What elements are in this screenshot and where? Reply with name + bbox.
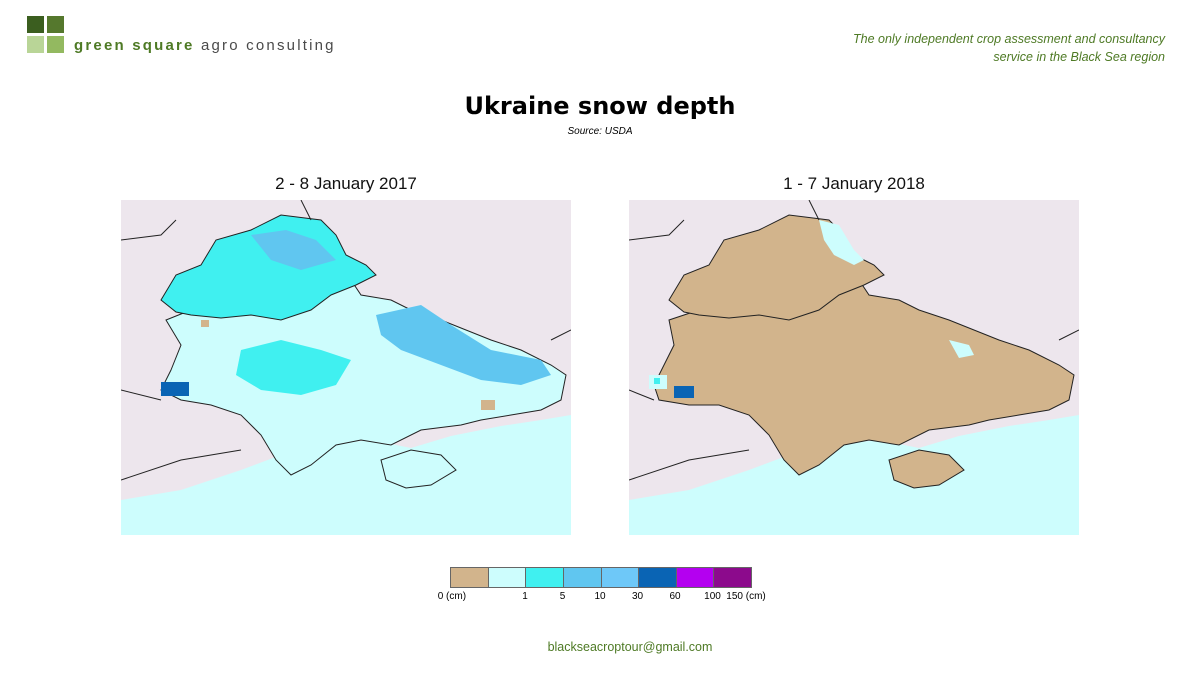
- snow-map-2018-svg: [629, 200, 1079, 535]
- border-lines: [121, 200, 571, 481]
- brand-rest: agro consulting: [194, 37, 336, 54]
- legend-label: 0 (cm): [437, 591, 467, 602]
- sea: [121, 415, 571, 535]
- snow-map-2018: [629, 200, 1079, 535]
- snow-patch-deep: [161, 382, 189, 396]
- snow-patch-1-5: [949, 340, 974, 358]
- legend-label: 10: [594, 591, 606, 602]
- legend-swatch: [639, 568, 677, 587]
- tagline: The only independent crop assessment and…: [745, 30, 1165, 66]
- map-caption-2017: 2 - 8 January 2017: [275, 174, 417, 193]
- brand-name: green square agro consulting: [74, 37, 336, 54]
- bare-ground-patch: [481, 400, 495, 410]
- crimea: [380, 449, 457, 489]
- border-lines: [629, 200, 1079, 481]
- legend-label: 5: [559, 591, 566, 602]
- legend-label: 1: [522, 591, 528, 602]
- contact-email: blackseacroptour@gmail.com: [547, 640, 713, 654]
- logo-square: [47, 36, 64, 53]
- brand-accent: green square: [74, 37, 195, 54]
- logo-square: [27, 36, 44, 53]
- legend-label: 150 (cm): [726, 591, 766, 602]
- legend-label: 100: [704, 591, 721, 602]
- snow-patch-belarus-deep: [251, 230, 336, 270]
- snow-patch-30-60: [376, 305, 551, 385]
- legend-label: 60: [669, 591, 681, 602]
- source-note: Source: USDA: [567, 126, 633, 137]
- bare-ground-patch: [201, 320, 209, 327]
- crimea: [888, 449, 965, 489]
- legend-swatch: [451, 568, 489, 587]
- legend-swatch: [601, 568, 640, 587]
- legend-swatch: [488, 568, 527, 587]
- snow-map-2017: [121, 200, 571, 535]
- legend-color-bar: [450, 567, 752, 588]
- snow-patch-5-10: [236, 340, 351, 395]
- snow-map-2017-svg: [121, 200, 571, 535]
- legend-label: 30: [631, 591, 644, 602]
- legend-swatch: [563, 568, 602, 587]
- legend-swatch: [676, 568, 715, 587]
- belarus-territory: [160, 214, 377, 321]
- snow-patch-1-5: [819, 220, 864, 265]
- sea: [629, 415, 1079, 535]
- logo-square: [27, 16, 44, 33]
- snow-patch-30-60: [674, 386, 694, 398]
- logo-square: [47, 16, 64, 33]
- tagline-line-1: The only independent crop assessment and…: [853, 32, 1165, 46]
- legend-swatch: [526, 568, 564, 587]
- page-title: Ukraine snow depth: [464, 92, 736, 120]
- map-caption-2018: 1 - 7 January 2018: [783, 174, 925, 193]
- legend-swatch: [714, 568, 751, 587]
- tagline-line-2: service in the Black Sea region: [993, 50, 1165, 64]
- company-logo: [27, 16, 65, 54]
- snow-patch-10-30: [654, 378, 660, 384]
